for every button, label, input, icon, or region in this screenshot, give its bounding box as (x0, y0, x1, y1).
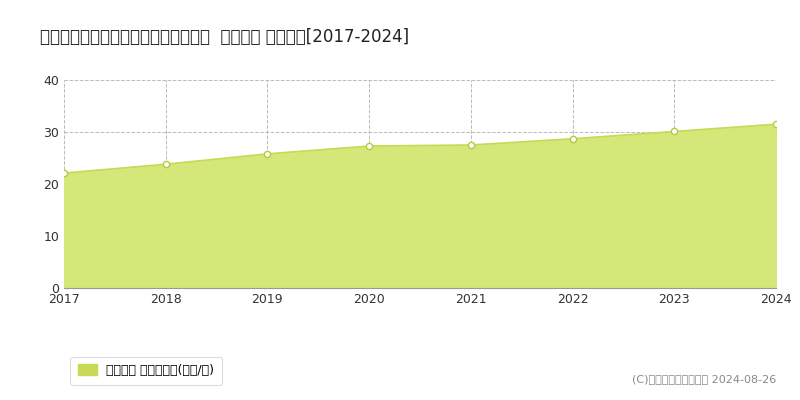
Legend: 地価公示 平均坪単価(万円/坪): 地価公示 平均坪単価(万円/坪) (70, 357, 222, 385)
Text: (C)土地価格ドットコム 2024-08-26: (C)土地価格ドットコム 2024-08-26 (632, 374, 776, 384)
Text: 佐賀県佐賀市兵庫北４丁目１８５番外  地価公示 地価推移[2017-2024]: 佐賀県佐賀市兵庫北４丁目１８５番外 地価公示 地価推移[2017-2024] (40, 28, 409, 46)
